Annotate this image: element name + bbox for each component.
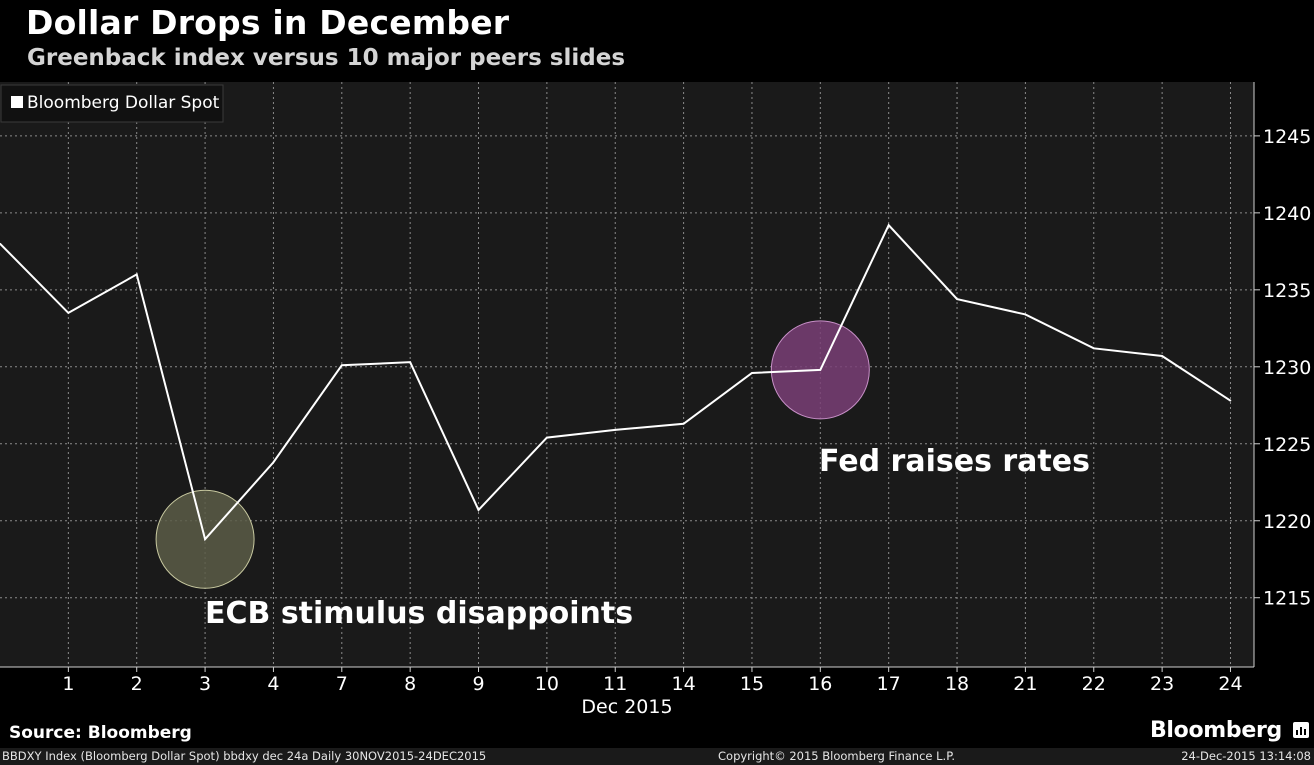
data-point: [887, 224, 890, 226]
data-point: [1229, 399, 1232, 402]
y-tick-label: 1235: [1263, 280, 1311, 302]
meta-timestamp: 24-Dec-2015 13:14:08: [1181, 749, 1311, 763]
x-tick-label: 2: [131, 673, 143, 695]
data-point: [1092, 347, 1095, 350]
data-point: [409, 361, 411, 363]
data-point: [546, 436, 548, 439]
data-point: [751, 372, 753, 374]
data-point: [1024, 313, 1027, 316]
terminal-meta-bar: BBDXY Index (Bloomberg Dollar Spot) bbdx…: [0, 748, 1314, 765]
x-tick-label: 1: [62, 673, 74, 695]
bloomberg-logo: Bloomberg: [1149, 718, 1282, 743]
y-tick-label: 1240: [1263, 203, 1311, 225]
source-label: Source: Bloomberg: [9, 723, 192, 743]
data-point: [135, 273, 138, 276]
x-tick-label: 23: [1150, 673, 1174, 695]
legend-box: [0, 84, 224, 123]
annotation-label: Fed raises rates: [819, 444, 1090, 479]
x-tick-label: 18: [945, 673, 969, 695]
x-tick-label: 21: [1013, 673, 1037, 695]
bloomberg-terminal-icon: [1293, 722, 1309, 738]
data-point: [67, 312, 70, 314]
y-tick-label: 1215: [1263, 588, 1311, 610]
x-tick-label: 14: [672, 673, 696, 695]
meta-ticker-info: BBDXY Index (Bloomberg Dollar Spot) bbdx…: [2, 749, 487, 763]
x-tick-label: 9: [472, 673, 484, 695]
y-tick-label: 1230: [1263, 357, 1311, 379]
y-tick-label: 1225: [1263, 434, 1311, 456]
data-point: [341, 364, 343, 367]
data-point: [1161, 355, 1163, 357]
meta-copyright: Copyright© 2015 Bloomberg Finance L.P.: [718, 749, 955, 763]
data-point: [614, 429, 617, 431]
x-tick-label: 22: [1082, 673, 1106, 695]
data-point: [682, 422, 685, 425]
data-point: [956, 298, 958, 300]
legend: Bloomberg Dollar Spot: [0, 84, 224, 123]
x-tick-label: 8: [404, 673, 416, 695]
legend-swatch: [11, 96, 23, 108]
data-point: [0, 242, 1, 245]
chart-header: Dollar Drops in December Greenback index…: [0, 0, 1314, 82]
chart-subtitle: Greenback index versus 10 major peers sl…: [27, 45, 626, 71]
x-tick-label: 15: [740, 673, 764, 695]
chart-title: Dollar Drops in December: [26, 3, 510, 42]
y-tick-label: 1220: [1263, 511, 1311, 533]
x-tick-label: 11: [603, 673, 627, 695]
legend-label: Bloomberg Dollar Spot: [27, 93, 220, 113]
y-tick-label: 1245: [1263, 126, 1311, 148]
x-tick-label: 24: [1218, 673, 1242, 695]
x-tick-label: 4: [267, 673, 279, 695]
x-tick-label: 3: [199, 673, 211, 695]
data-point: [819, 369, 822, 371]
data-point: [477, 509, 480, 511]
x-axis-label: Dec 2015: [581, 696, 672, 718]
data-point: [204, 538, 206, 541]
x-tick-label: 16: [808, 673, 832, 695]
x-tick-label: 10: [535, 673, 559, 695]
data-point: [272, 461, 275, 464]
x-tick-label: 17: [877, 673, 901, 695]
annotation-label: ECB stimulus disappoints: [205, 596, 633, 631]
x-tick-label: 7: [336, 673, 348, 695]
